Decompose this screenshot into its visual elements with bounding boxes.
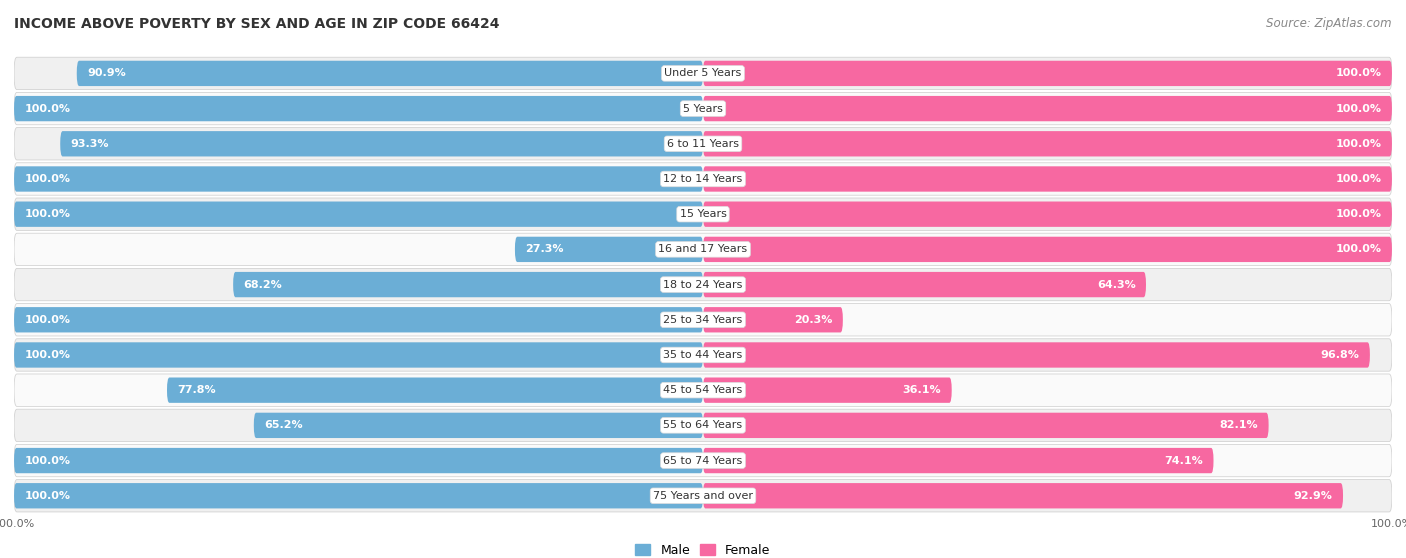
Text: 100.0%: 100.0% — [24, 174, 70, 184]
Text: 100.0%: 100.0% — [24, 350, 70, 360]
FancyBboxPatch shape — [14, 483, 703, 508]
Text: 35 to 44 Years: 35 to 44 Years — [664, 350, 742, 360]
FancyBboxPatch shape — [14, 479, 1392, 512]
Text: 100.0%: 100.0% — [1336, 174, 1382, 184]
Text: Source: ZipAtlas.com: Source: ZipAtlas.com — [1267, 17, 1392, 30]
Text: 100.0%: 100.0% — [24, 315, 70, 325]
FancyBboxPatch shape — [14, 409, 1392, 441]
FancyBboxPatch shape — [703, 272, 1146, 297]
FancyBboxPatch shape — [703, 96, 1392, 121]
FancyBboxPatch shape — [77, 61, 703, 86]
FancyBboxPatch shape — [14, 374, 1392, 406]
Text: 100.0%: 100.0% — [1336, 104, 1382, 114]
Text: 16 and 17 Years: 16 and 17 Years — [658, 244, 748, 254]
FancyBboxPatch shape — [14, 448, 703, 473]
FancyBboxPatch shape — [703, 413, 1268, 438]
FancyBboxPatch shape — [703, 448, 1213, 473]
Legend: Male, Female: Male, Female — [630, 539, 776, 558]
FancyBboxPatch shape — [14, 128, 1392, 160]
Text: 100.0%: 100.0% — [24, 491, 70, 501]
Text: 65 to 74 Years: 65 to 74 Years — [664, 455, 742, 465]
Text: 36.1%: 36.1% — [903, 385, 942, 395]
Text: 100.0%: 100.0% — [24, 104, 70, 114]
FancyBboxPatch shape — [703, 307, 842, 333]
FancyBboxPatch shape — [14, 268, 1392, 301]
Text: 96.8%: 96.8% — [1320, 350, 1360, 360]
FancyBboxPatch shape — [703, 61, 1392, 86]
FancyBboxPatch shape — [703, 378, 952, 403]
FancyBboxPatch shape — [703, 131, 1392, 156]
Text: 5 Years: 5 Years — [683, 104, 723, 114]
Text: 27.3%: 27.3% — [526, 244, 564, 254]
FancyBboxPatch shape — [14, 339, 1392, 371]
FancyBboxPatch shape — [515, 237, 703, 262]
FancyBboxPatch shape — [14, 93, 1392, 125]
Text: 100.0%: 100.0% — [1336, 209, 1382, 219]
Text: 92.9%: 92.9% — [1294, 491, 1333, 501]
Text: 100.0%: 100.0% — [24, 209, 70, 219]
FancyBboxPatch shape — [14, 201, 703, 227]
Text: 100.0%: 100.0% — [24, 455, 70, 465]
Text: 100.0%: 100.0% — [1336, 139, 1382, 149]
Text: 25 to 34 Years: 25 to 34 Years — [664, 315, 742, 325]
Text: 93.3%: 93.3% — [70, 139, 110, 149]
Text: 64.3%: 64.3% — [1097, 280, 1136, 290]
FancyBboxPatch shape — [703, 237, 1392, 262]
FancyBboxPatch shape — [703, 483, 1343, 508]
Text: 77.8%: 77.8% — [177, 385, 217, 395]
Text: 20.3%: 20.3% — [794, 315, 832, 325]
Text: 18 to 24 Years: 18 to 24 Years — [664, 280, 742, 290]
Text: 15 Years: 15 Years — [679, 209, 727, 219]
FancyBboxPatch shape — [14, 198, 1392, 230]
Text: 6 to 11 Years: 6 to 11 Years — [666, 139, 740, 149]
Text: 68.2%: 68.2% — [243, 280, 283, 290]
FancyBboxPatch shape — [167, 378, 703, 403]
Text: 45 to 54 Years: 45 to 54 Years — [664, 385, 742, 395]
FancyBboxPatch shape — [14, 163, 1392, 195]
FancyBboxPatch shape — [14, 304, 1392, 336]
FancyBboxPatch shape — [14, 444, 1392, 477]
FancyBboxPatch shape — [14, 57, 1392, 90]
Text: 74.1%: 74.1% — [1164, 455, 1204, 465]
FancyBboxPatch shape — [14, 96, 703, 121]
Text: 100.0%: 100.0% — [1336, 244, 1382, 254]
FancyBboxPatch shape — [703, 342, 1369, 368]
FancyBboxPatch shape — [233, 272, 703, 297]
FancyBboxPatch shape — [14, 307, 703, 333]
Text: 75 Years and over: 75 Years and over — [652, 491, 754, 501]
FancyBboxPatch shape — [14, 233, 1392, 266]
Text: 82.1%: 82.1% — [1219, 420, 1258, 430]
Text: Under 5 Years: Under 5 Years — [665, 69, 741, 78]
FancyBboxPatch shape — [703, 166, 1392, 191]
FancyBboxPatch shape — [703, 201, 1392, 227]
FancyBboxPatch shape — [254, 413, 703, 438]
Text: 12 to 14 Years: 12 to 14 Years — [664, 174, 742, 184]
FancyBboxPatch shape — [14, 342, 703, 368]
FancyBboxPatch shape — [60, 131, 703, 156]
Text: 65.2%: 65.2% — [264, 420, 302, 430]
Text: 90.9%: 90.9% — [87, 69, 127, 78]
Text: 100.0%: 100.0% — [1336, 69, 1382, 78]
Text: 55 to 64 Years: 55 to 64 Years — [664, 420, 742, 430]
FancyBboxPatch shape — [14, 166, 703, 191]
Text: INCOME ABOVE POVERTY BY SEX AND AGE IN ZIP CODE 66424: INCOME ABOVE POVERTY BY SEX AND AGE IN Z… — [14, 17, 499, 31]
